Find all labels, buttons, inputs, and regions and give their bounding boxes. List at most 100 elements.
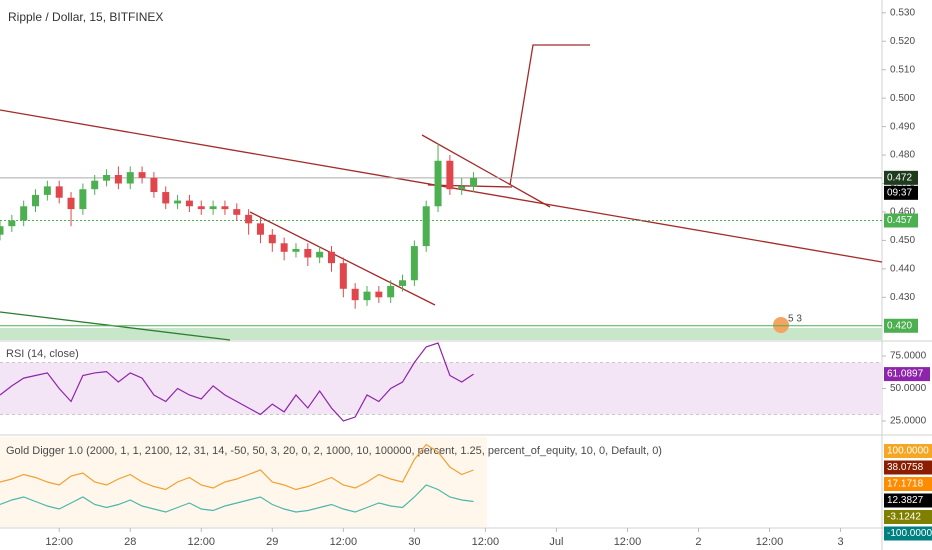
indicator-label: 38.0758	[887, 462, 924, 473]
candle-body	[410, 246, 418, 281]
indicator-label-bg	[884, 510, 932, 524]
y-tick-label: 0.440	[890, 264, 915, 275]
indicator-line	[0, 342, 474, 422]
candle-body	[256, 223, 264, 235]
candle-body	[280, 243, 288, 252]
time-label: 09:37	[887, 187, 912, 198]
candle-body	[209, 206, 217, 210]
indicator-label-bg	[884, 493, 932, 508]
x-tick-label: 12:00	[614, 536, 642, 548]
x-tick-label: 30	[408, 536, 420, 548]
y-tick-label: 0.460	[890, 207, 915, 218]
candle-body	[162, 192, 170, 204]
candle-body	[20, 206, 28, 221]
rsi-title: RSI (14, close)	[6, 348, 79, 360]
y-tick-label: 0.490	[890, 121, 915, 132]
candle-body	[103, 174, 111, 181]
trend-line	[249, 211, 436, 306]
y-tick-label: 0.480	[890, 150, 915, 161]
candle-body	[114, 174, 122, 184]
x-tick-label: Jul	[549, 536, 563, 548]
indicator-label: -100.0000	[887, 528, 932, 539]
indicator-label: 12.3827	[887, 495, 924, 506]
indicator-label: 17.1718	[887, 479, 924, 490]
candle-body	[150, 177, 158, 193]
candle-body	[327, 251, 335, 264]
y-tick-label: 0.500	[890, 93, 915, 104]
candle-body	[339, 263, 347, 289]
x-tick-label: 29	[266, 536, 278, 548]
indicator-line	[0, 443, 474, 491]
y-tick-label: 50.0000	[890, 383, 927, 394]
rsi-current: 61.0897	[887, 369, 924, 380]
support-zone	[0, 328, 882, 340]
indicator-label-bg	[884, 444, 932, 458]
indicator-label-bg	[884, 526, 932, 541]
candle-body	[197, 206, 205, 210]
candle-body	[304, 248, 312, 258]
y-tick-label: 0.530	[890, 7, 915, 18]
x-tick-label: 28	[124, 536, 136, 548]
projection-line	[509, 44, 590, 186]
candle-body	[55, 186, 63, 198]
y-tick-label: 0.430	[890, 292, 915, 303]
candle-body	[268, 234, 276, 244]
x-tick-label: 3	[838, 536, 844, 548]
price-label: 0.457	[887, 215, 912, 226]
chart-title: Ripple / Dollar, 15, BITFINEX	[8, 10, 163, 24]
candle-body	[316, 251, 324, 258]
candle-body	[375, 291, 383, 298]
candle-body	[470, 177, 478, 187]
indicator-label-bg	[884, 460, 932, 475]
y-tick-label: 75.0000	[890, 351, 927, 362]
candle-body	[292, 248, 300, 252]
y-tick-label: 0.510	[890, 64, 915, 75]
indicator-bg	[0, 437, 487, 527]
candle-body	[446, 160, 454, 190]
candle-body	[245, 214, 253, 224]
time-label-bg	[884, 185, 918, 200]
rsi-current-bg	[884, 367, 930, 382]
candle-body	[399, 280, 407, 286]
candle-body	[351, 288, 359, 301]
candle-body	[233, 209, 241, 215]
indicator-label: 100.0000	[887, 446, 929, 457]
candle-body	[387, 285, 395, 298]
candle-body	[0, 226, 4, 235]
trend-line	[427, 184, 513, 188]
candle-body	[32, 194, 40, 207]
candle-body	[363, 291, 371, 301]
candle-body	[458, 186, 466, 190]
candle-body	[422, 206, 430, 247]
candle-body	[185, 200, 193, 207]
price-label-bg	[884, 213, 918, 228]
y-tick-label: 0.450	[890, 235, 915, 246]
candle-body	[434, 160, 442, 207]
indicator-label-bg	[884, 477, 932, 491]
candle-body	[79, 189, 87, 210]
price-label: 0.420	[887, 320, 912, 331]
indicator-title: Gold Digger 1.0 (2000, 1, 1, 2100, 12, 3…	[6, 445, 662, 457]
event-badge-text: 5 3	[788, 314, 802, 325]
candle-body	[221, 206, 229, 210]
price-label: 0.472	[887, 172, 912, 183]
x-tick-label: 2	[695, 536, 701, 548]
y-tick-label: 0.520	[890, 36, 915, 47]
rsi-band	[0, 362, 882, 415]
event-badge	[773, 317, 789, 333]
indicator-label: -3.1242	[887, 512, 921, 523]
price-label-bg	[884, 170, 918, 185]
candle-body	[91, 180, 99, 190]
x-tick-label: 12:00	[187, 536, 215, 548]
candle-body	[8, 220, 16, 227]
x-tick-label: 12:00	[756, 536, 784, 548]
y-tick-label: 25.0000	[890, 416, 927, 427]
x-tick-label: 12:00	[472, 536, 500, 548]
candle-body	[138, 172, 146, 178]
x-tick-label: 12:00	[45, 536, 73, 548]
candle-body	[67, 197, 75, 210]
candle-body	[126, 172, 134, 184]
price-label-bg	[884, 318, 918, 333]
candle-body	[43, 186, 51, 195]
